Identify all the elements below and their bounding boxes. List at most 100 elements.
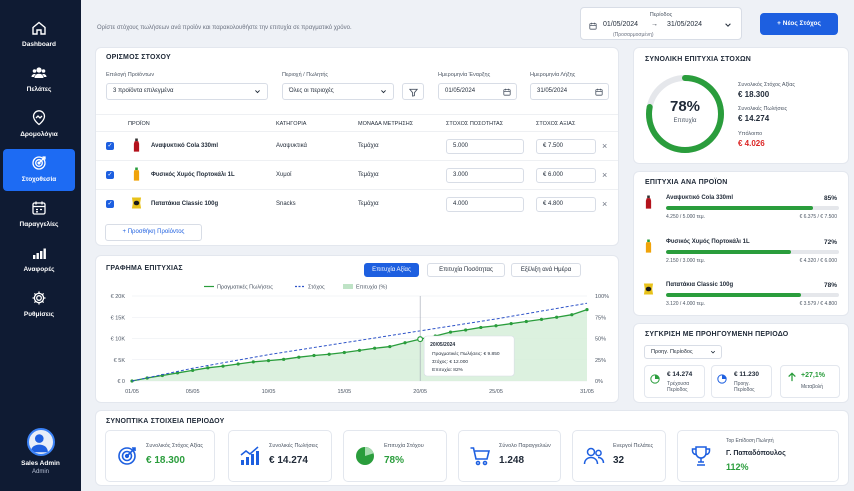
sales-value: € 14.274 (738, 114, 770, 123)
actual-sales-point (251, 360, 255, 364)
stat-value: 1.248 (499, 455, 525, 466)
previous-period-value: € 11.230 (734, 371, 759, 378)
product-category: Χυμοί (276, 172, 292, 178)
target-definition-card: ΟΡΙΣΜΟΣ ΣΤΟΧΟΥ Επιλογή Προϊόντων 3 προϊό… (95, 47, 619, 246)
trophy-icon (691, 446, 711, 466)
change-label: Μεταβολή (801, 384, 824, 390)
sidebar-item-dashboard[interactable]: Dashboard (3, 14, 75, 56)
sidebar-item-reports[interactable]: Αναφορές (3, 239, 75, 281)
stat-value: Γ. Παπαδόπουλος (726, 450, 786, 457)
legend-label: Πραγματικές Πωλήσεις (217, 284, 273, 291)
target-value-input[interactable]: € 7.500 (536, 139, 596, 154)
stat-value: 32 (613, 455, 625, 466)
y-tick-label: € 20K (111, 294, 126, 300)
sidebar-item-routes[interactable]: Δρομολόγια (3, 104, 75, 146)
product-unit: Τεμάχια (358, 172, 379, 178)
target-quantity-input[interactable]: 4.000 (446, 197, 524, 212)
product-unit: Τεμάχια (358, 143, 379, 149)
area-select[interactable]: Όλες οι περιοχές (282, 83, 394, 100)
stat-value-secondary: 112% (726, 462, 749, 472)
card-title: ΣΥΓΚΡΙΣΗ ΜΕ ΠΡΟΗΓΟΥΜΕΝΗ ΠΕΡΙΟΔΟ (645, 331, 789, 338)
success-percent-label: Επιτυχία (673, 118, 697, 124)
remove-row-icon[interactable]: × (602, 170, 608, 180)
period-preset: (Προσαρμοσμένη) (613, 32, 654, 38)
previous-period-compare-card: ΣΥΓΚΡΙΣΗ ΜΕ ΠΡΟΗΓΟΥΜΕΝΗ ΠΕΡΙΟΔΟ Προηγ. Π… (633, 323, 849, 403)
x-tick-label: 01/05 (125, 389, 139, 395)
sidebar-item-orders[interactable]: Παραγγελίες (3, 194, 75, 236)
y-tick-label: € 5K (114, 358, 126, 364)
area-select-label: Περιοχή / Πωλητής (282, 72, 329, 78)
remove-row-icon[interactable]: × (602, 141, 608, 151)
success-chart-card: ΓΡΑΦΗΜΑ ΕΠΙΤΥΧΙΑΣ Επιτυχία Αξίας Επιτυχί… (95, 255, 619, 403)
stat-value: € 18.300 (146, 455, 185, 466)
target-quantity-input[interactable]: 5.000 (446, 139, 524, 154)
add-product-button[interactable]: + Προσθήκη Προϊόντος (105, 224, 202, 241)
product-select[interactable]: 3 προϊόντα επιλεγμένα (106, 83, 268, 100)
current-period-value: € 14.274 (667, 371, 693, 378)
actual-sales-point (555, 315, 559, 319)
end-date-field[interactable]: 31/05/2024 (530, 83, 609, 100)
product-percent: 85% (823, 195, 837, 202)
product-percent: 78% (823, 282, 837, 289)
card-title: ΣΥΝΟΠΤΙΚΑ ΣΤΟΙΧΕΙΑ ΠΕΡΙΟΔΟΥ (106, 418, 225, 425)
user-profile[interactable]: Sales Admin Admin (0, 428, 81, 475)
cart-icon (470, 447, 491, 466)
actual-sales-point (403, 341, 407, 345)
tooltip-box (423, 335, 515, 377)
tooltip-row: Πραγματικές Πωλήσεις: € 9.850 (432, 350, 500, 357)
tab-daily-progress[interactable]: Εξέλιξη ανά Ημέρα (511, 263, 581, 277)
y2-tick-label: 50% (595, 337, 606, 343)
target-quantity-input[interactable]: 3.000 (446, 168, 524, 183)
date-arrow: → (651, 21, 658, 28)
sidebar-item-settings[interactable]: Ρυθμίσεις (3, 284, 75, 326)
actual-sales-point (357, 348, 362, 352)
column-header: ΣΤΟΧΟΣ ΑΞΙΑΣ (536, 121, 576, 127)
chevron-down-icon (255, 90, 260, 94)
card-title: ΣΥΝΟΛΙΚΗ ΕΠΙΤΥΧΙΑ ΣΤΟΧΩΝ (645, 56, 752, 63)
compare-period-select[interactable]: Προηγ. Περίοδος (644, 345, 722, 359)
actual-sales-point (312, 353, 316, 358)
route-icon (32, 110, 46, 126)
product-name: Φυσικός Χυμός Πορτοκάλι 1L (151, 172, 235, 178)
donut-arc (646, 75, 724, 153)
product-category: Snacks (276, 201, 296, 207)
sidebar-item-label: Ρυθμίσεις (23, 311, 55, 318)
x-tick-label: 10/05 (262, 389, 276, 395)
products-table: ΠΡΟΪΟΝ ΚΑΤΗΓΟΡΙΑ ΜΟΝΑΔΑ ΜΕΤΡΗΣΗΣ ΣΤΟΧΟΣ … (96, 114, 618, 214)
stat-label: Επιτυχία Στόχου (384, 443, 424, 449)
stat-label: Σύνολο Παραγγελιών (499, 443, 551, 449)
target-line (131, 302, 588, 382)
target-value-input[interactable]: € 6.000 (536, 168, 596, 183)
calendar-icon (595, 88, 603, 96)
stat-label: Ενεργοί Πελάτες (613, 443, 654, 449)
bar-chart-icon (33, 248, 46, 259)
actual-sales-point (539, 317, 544, 321)
target-value-input[interactable]: € 4.800 (536, 197, 596, 212)
sidebar-item-customers[interactable]: Πελάτες (3, 59, 75, 101)
tooltip-row: Επιτυχία: 82% (432, 367, 463, 373)
filter-button[interactable] (402, 83, 424, 100)
start-date-field[interactable]: 01/05/2024 (438, 83, 517, 100)
tab-quantity-success[interactable]: Επιτυχία Ποσότητας (427, 263, 505, 277)
row-checkbox[interactable]: ✓ (106, 171, 114, 179)
remove-row-icon[interactable]: × (602, 199, 608, 209)
compare-period-value: Προηγ. Περίοδος (651, 349, 693, 355)
sidebar-item-targets[interactable]: Στοχοθεσία (3, 149, 75, 191)
new-target-button[interactable]: + Νέος Στόχος (760, 13, 838, 35)
tab-value-success[interactable]: Επιτυχία Αξίας (364, 263, 419, 277)
row-checkbox[interactable]: ✓ (106, 142, 114, 150)
user-role: Admin (31, 469, 49, 475)
actual-sales-point (585, 308, 589, 312)
current-period-box: € 14.274 Τρέχουσα Περίοδος (644, 365, 705, 398)
actual-sales-point (191, 368, 195, 372)
x-tick-label: 31/05 (580, 389, 594, 395)
sidebar-item-label: Στοχοθεσία (21, 176, 57, 183)
change-box: +27,1% Μεταβολή (780, 365, 840, 398)
product-select-value: 3 προϊόντα επιλεγμένα (113, 88, 174, 94)
target-value: € 18.300 (738, 90, 770, 99)
row-checkbox[interactable]: ✓ (106, 200, 114, 208)
actual-sales-point (464, 328, 468, 332)
period-picker[interactable]: Περίοδος 01/05/2024 → 31/05/2024 (Προσαρ… (580, 7, 742, 40)
cola-bottle-icon (645, 195, 652, 209)
y2-tick-label: 25% (595, 358, 606, 364)
